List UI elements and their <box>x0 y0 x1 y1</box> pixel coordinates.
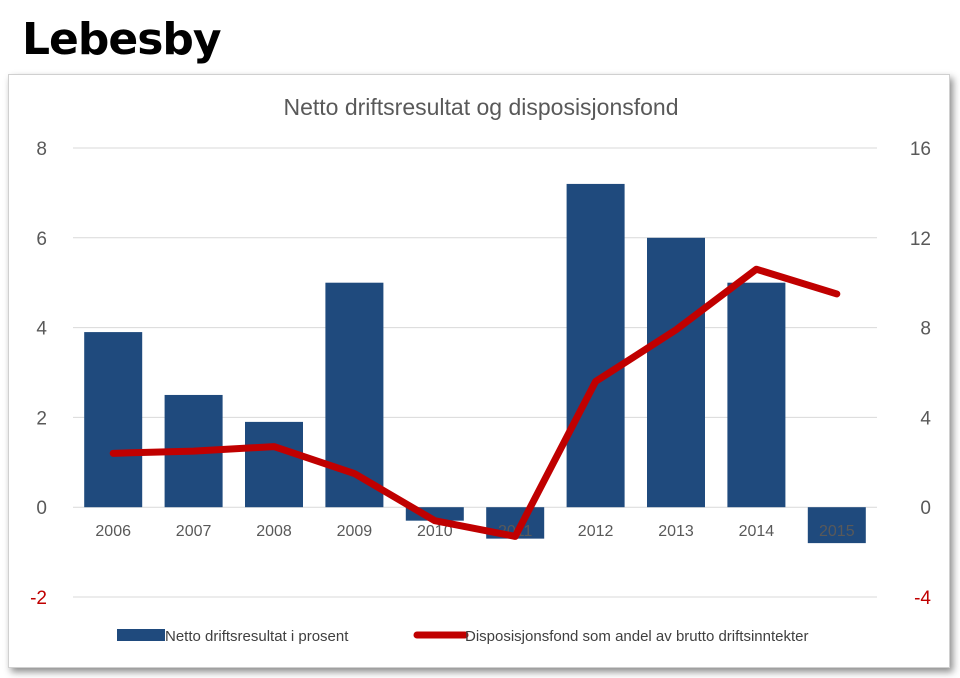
left-axis-labels: 8 6 4 2 0 -2 <box>30 139 47 609</box>
bar-series <box>84 183 866 544</box>
legend: Netto driftsresultat i prosent Disposisj… <box>117 628 809 645</box>
left-tick-label: 2 <box>36 408 47 429</box>
chart-title: Netto driftsresultat og disposisjonsfond <box>283 94 678 120</box>
left-tick-label: 6 <box>36 229 47 250</box>
line-point <box>353 473 355 475</box>
right-tick-label: 8 <box>920 319 931 340</box>
right-tick-label: 0 <box>920 498 931 519</box>
bar <box>566 183 625 508</box>
line-path <box>109 265 841 540</box>
line-point <box>273 446 275 448</box>
page-title: Lebesby <box>22 14 222 65</box>
legend-label-line: Disposisjonsfond som andel av brutto dri… <box>465 628 809 645</box>
legend-label-bar: Netto driftsresultat i prosent <box>165 628 349 645</box>
x-axis-labels: 2006 2007 2008 2009 2010 2011 2012 2013 2014 2015 <box>95 523 854 540</box>
line-point <box>755 268 757 270</box>
line-point <box>514 535 516 537</box>
x-tick-label: 2012 <box>578 523 614 540</box>
x-tick-label: 2009 <box>337 523 373 540</box>
bar <box>245 421 303 508</box>
chart-panel: Netto driftsresultat og disposisjonsfond… <box>8 74 950 668</box>
right-axis-labels: 16 12 8 4 0 -4 <box>910 139 932 609</box>
line-point <box>675 329 677 331</box>
line-point <box>595 380 597 382</box>
line-series <box>109 265 841 540</box>
bar <box>84 332 143 508</box>
x-tick-label: 2010 <box>417 523 453 540</box>
left-tick-label: 0 <box>36 498 47 519</box>
x-tick-label: 2008 <box>256 523 292 540</box>
bar <box>647 237 705 508</box>
x-tick-label: 2015 <box>819 523 855 540</box>
line-point <box>193 450 195 452</box>
left-tick-label: -2 <box>30 588 47 609</box>
bar <box>807 507 866 544</box>
x-tick-label: 2006 <box>95 523 131 540</box>
x-tick-label: 2014 <box>739 523 775 540</box>
right-tick-label: -4 <box>914 588 931 609</box>
line-point <box>112 452 114 454</box>
x-tick-label: 2007 <box>176 523 212 540</box>
left-tick-label: 8 <box>36 139 47 160</box>
x-tick-label: 2013 <box>658 523 694 540</box>
legend-swatch-bar <box>117 629 165 641</box>
right-tick-label: 4 <box>920 408 931 429</box>
left-tick-label: 4 <box>36 319 47 340</box>
line-point <box>836 293 838 295</box>
right-tick-label: 16 <box>910 139 931 160</box>
chart: Netto driftsresultat og disposisjonsfond… <box>30 94 932 645</box>
bar <box>727 282 786 508</box>
line-point <box>434 520 436 522</box>
right-tick-label: 12 <box>910 229 931 250</box>
